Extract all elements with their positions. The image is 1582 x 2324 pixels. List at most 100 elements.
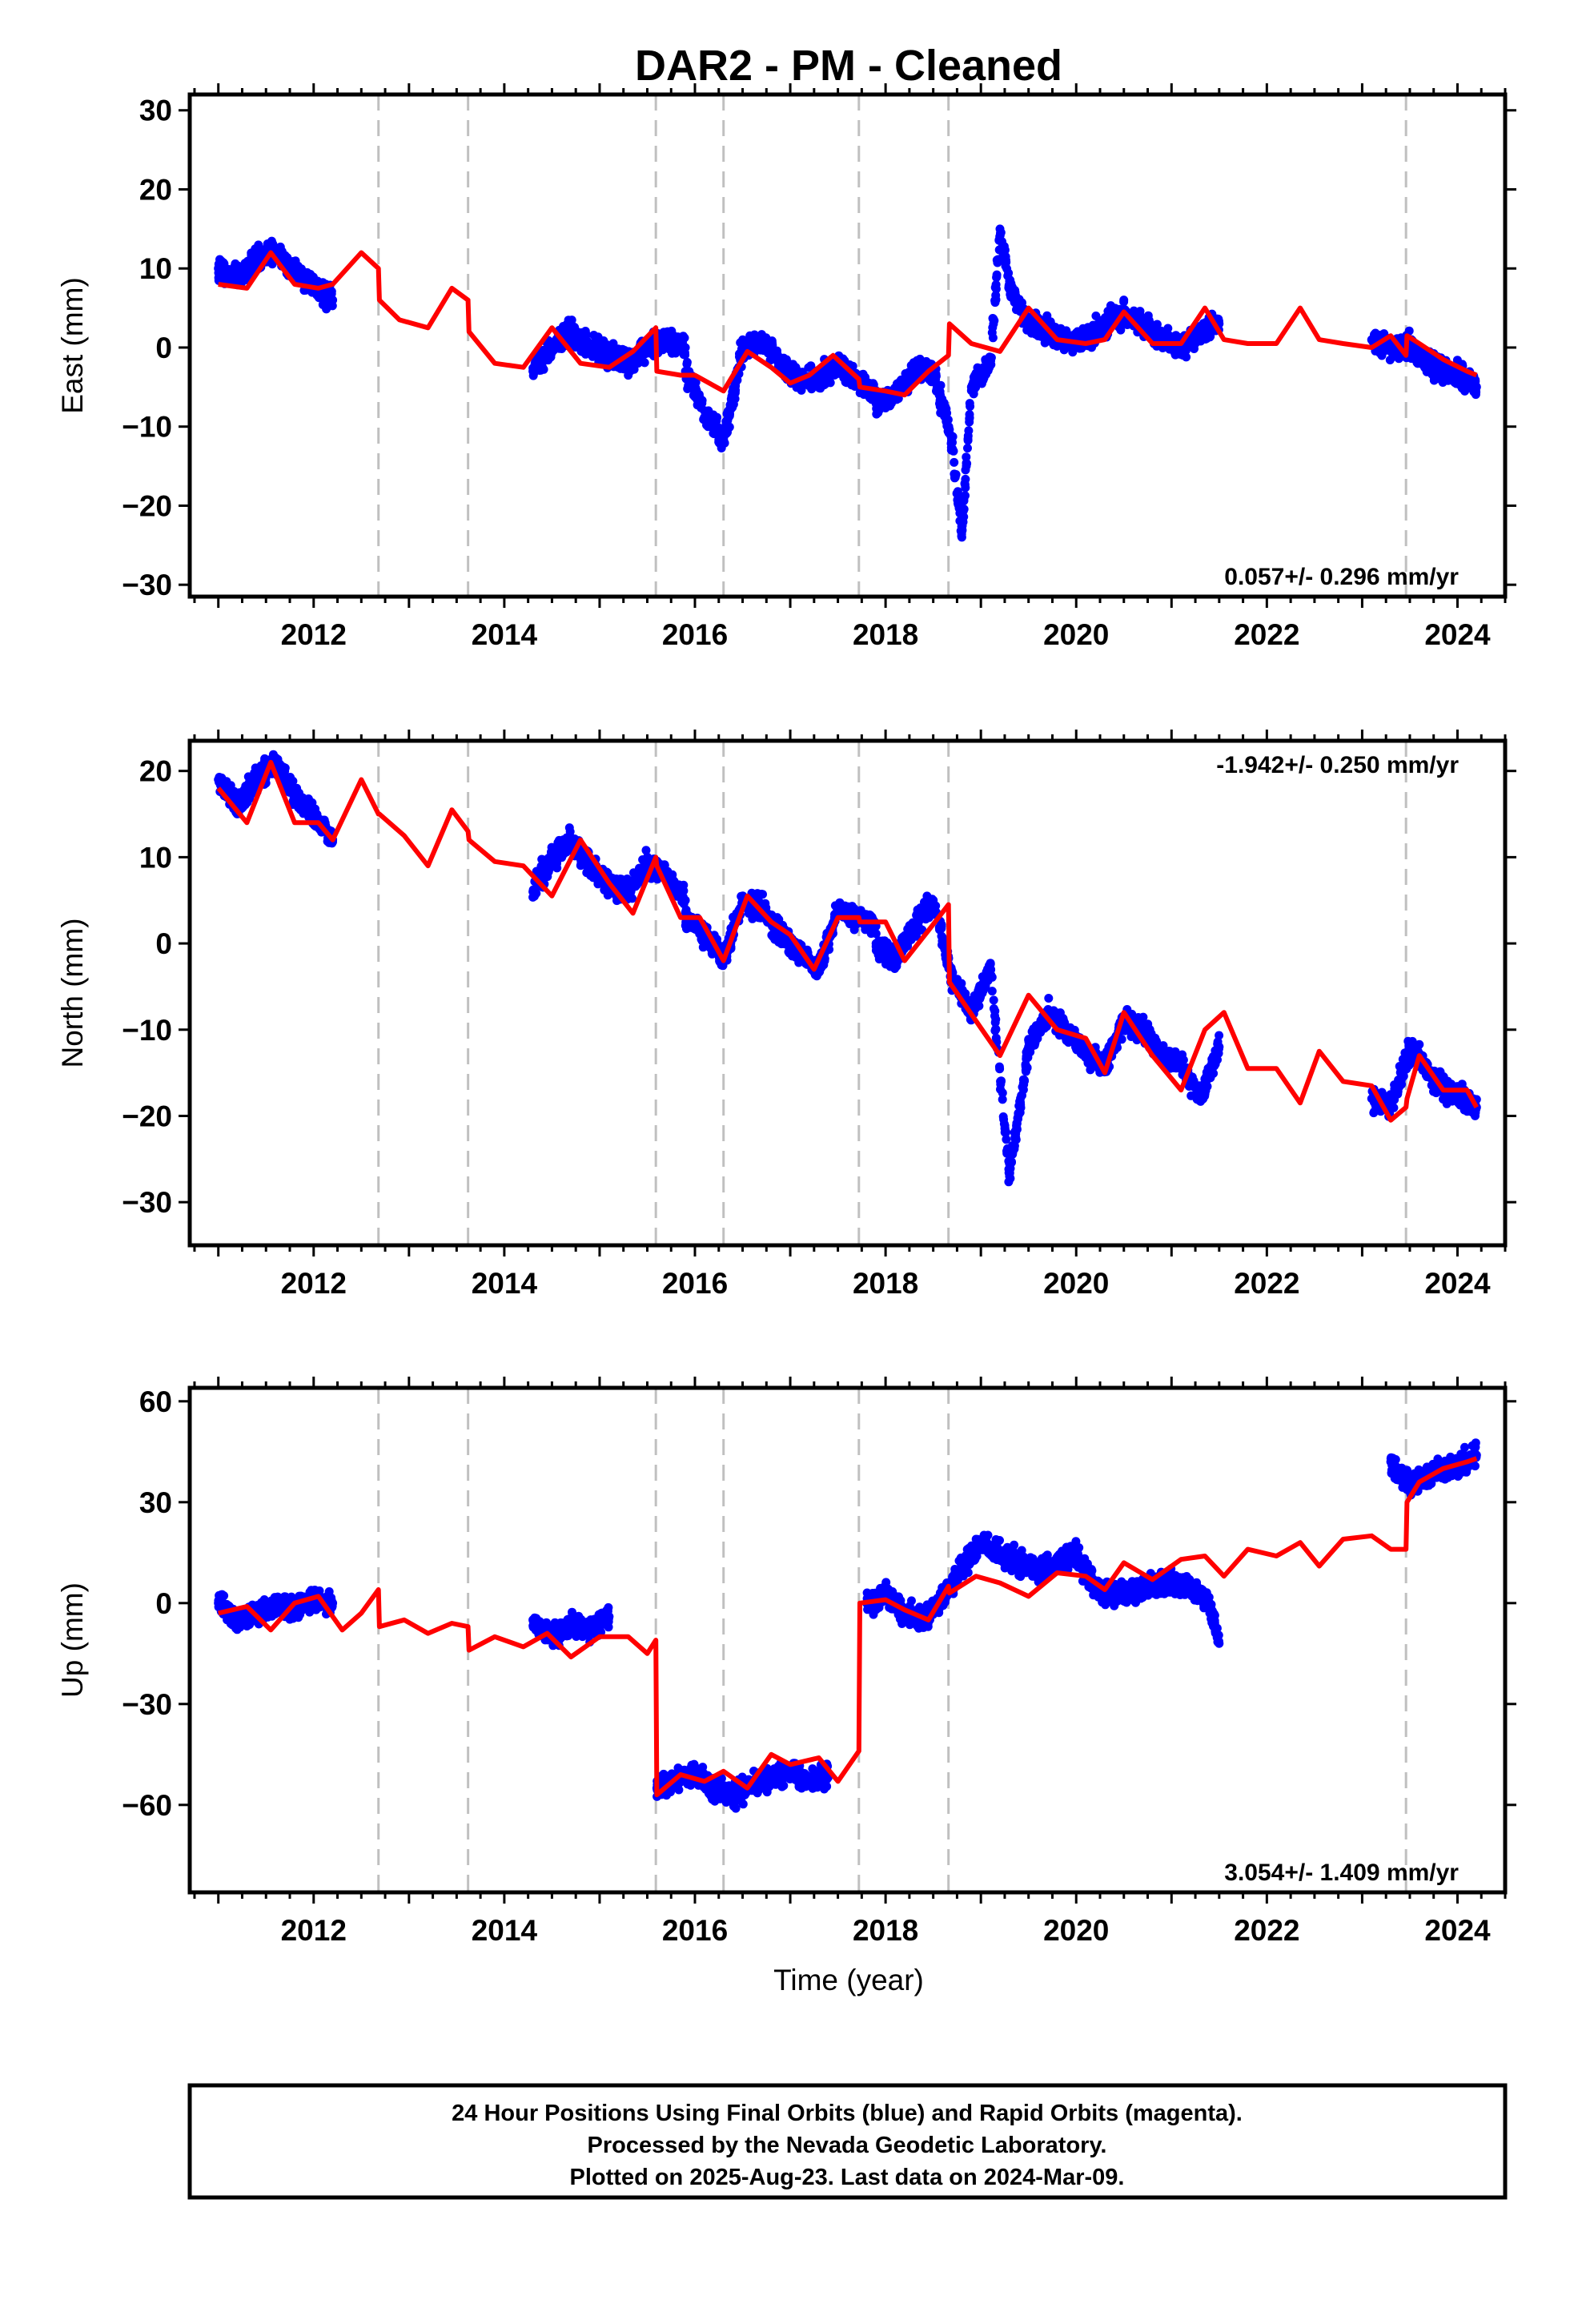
east-data-point (661, 335, 671, 344)
north-data-point (556, 853, 566, 862)
north-data-point (552, 858, 561, 868)
east-data-point (936, 380, 946, 390)
east-data-point (296, 265, 306, 275)
east-data-point (1195, 327, 1205, 336)
east-data-point (1462, 375, 1472, 384)
east-data-point (738, 343, 747, 352)
east-data-point (998, 237, 1006, 247)
y-tick-label: −20 (122, 489, 172, 522)
north-data-point (286, 773, 295, 782)
east-data-point (995, 224, 1005, 234)
east-data-point (1100, 319, 1110, 328)
east-data-point (955, 509, 965, 518)
north-data-point (849, 925, 859, 935)
east-data-point (251, 255, 261, 265)
north-data-point (871, 929, 881, 939)
east-data-point (1371, 328, 1380, 338)
north-data-point (304, 798, 313, 807)
x-tick-label: 2022 (1234, 618, 1299, 651)
east-data-point (871, 398, 881, 408)
east-data-point (1386, 343, 1395, 352)
east-data-point (624, 359, 633, 368)
y-tick-label: −10 (122, 411, 172, 444)
figure-title: DAR2 - PM - Cleaned (635, 42, 1062, 90)
east-data-point (825, 378, 835, 388)
east-data-point (950, 457, 959, 467)
east-data-point (951, 471, 961, 480)
east-data-point (1005, 279, 1014, 289)
east-model-line (218, 250, 1478, 398)
east-data-point (943, 415, 953, 424)
east-data-point (730, 381, 740, 391)
east-data-point (664, 344, 673, 353)
north-data-point (566, 835, 576, 845)
east-data-point (973, 363, 982, 372)
east-rate-label: 0.057+/- 0.296 mm/yr (1224, 564, 1459, 590)
north-data-point (673, 883, 682, 893)
north-data-point (1002, 1135, 1011, 1144)
east-data-point (1106, 305, 1116, 315)
north-data-point (1044, 994, 1054, 1003)
east-data-point (1457, 384, 1467, 393)
east-data-point (691, 377, 701, 387)
east-data-point (986, 359, 995, 368)
east-data-point (254, 240, 263, 250)
east-data-point (715, 424, 725, 433)
east-data-point (729, 396, 738, 405)
east-data-point (613, 344, 623, 354)
east-data-point (1434, 359, 1443, 368)
east-data-point (991, 279, 1001, 289)
east-data-point (911, 360, 921, 369)
east-data-point (580, 327, 590, 336)
north-data-point (244, 789, 254, 798)
north-data-point (681, 905, 691, 915)
x-tick-label: 2020 (1043, 618, 1109, 651)
north-data-point (585, 861, 595, 870)
north-data-point (309, 810, 319, 818)
y-tick-label: 30 (139, 94, 172, 127)
east-data-point (972, 374, 982, 384)
north-data-point (842, 905, 852, 915)
y-tick-label: 10 (139, 252, 172, 285)
east-data-point (999, 248, 1009, 258)
east-data-point (1385, 356, 1395, 364)
east-data-point (243, 256, 252, 266)
east-data-point (837, 366, 846, 376)
east-data-point (1443, 367, 1453, 376)
east-data-point (328, 296, 338, 305)
east-data-point (1024, 319, 1034, 328)
east-data-point (957, 533, 966, 542)
east-data-point (935, 396, 945, 406)
east-data-point (806, 361, 816, 371)
y-tick-label: 0 (155, 332, 172, 364)
east-data-point (719, 438, 729, 447)
east-data-point (290, 263, 299, 273)
east-data-point (886, 397, 896, 407)
east-data-point (682, 357, 692, 367)
north-data-point (833, 904, 843, 914)
east-data-point (585, 343, 595, 352)
east-data-point (1119, 296, 1129, 305)
east-data-point (297, 275, 306, 285)
east-data-point (681, 343, 690, 352)
east-data-point (709, 410, 718, 420)
east-data-point (539, 364, 548, 374)
y-tick-label: 20 (139, 173, 172, 206)
east-data-point (725, 411, 734, 420)
east-data-point (633, 359, 643, 368)
east-data-point (1049, 340, 1058, 350)
north-data-point (987, 987, 997, 996)
east-panel: 2012 2014 2016 2018 2020 2022 20243020100−10−2… (56, 83, 1516, 651)
east-observations (214, 224, 1481, 542)
east-data-point (589, 331, 599, 340)
east-data-point (643, 343, 652, 352)
x-tick-label: 2018 (853, 618, 918, 651)
east-data-point (1135, 307, 1145, 316)
east-data-point (1452, 356, 1462, 365)
north-data-point (541, 862, 551, 871)
east-data-point (672, 338, 681, 348)
east-data-point (1413, 359, 1423, 368)
east-data-point (1032, 321, 1042, 331)
north-data-point (290, 792, 299, 802)
